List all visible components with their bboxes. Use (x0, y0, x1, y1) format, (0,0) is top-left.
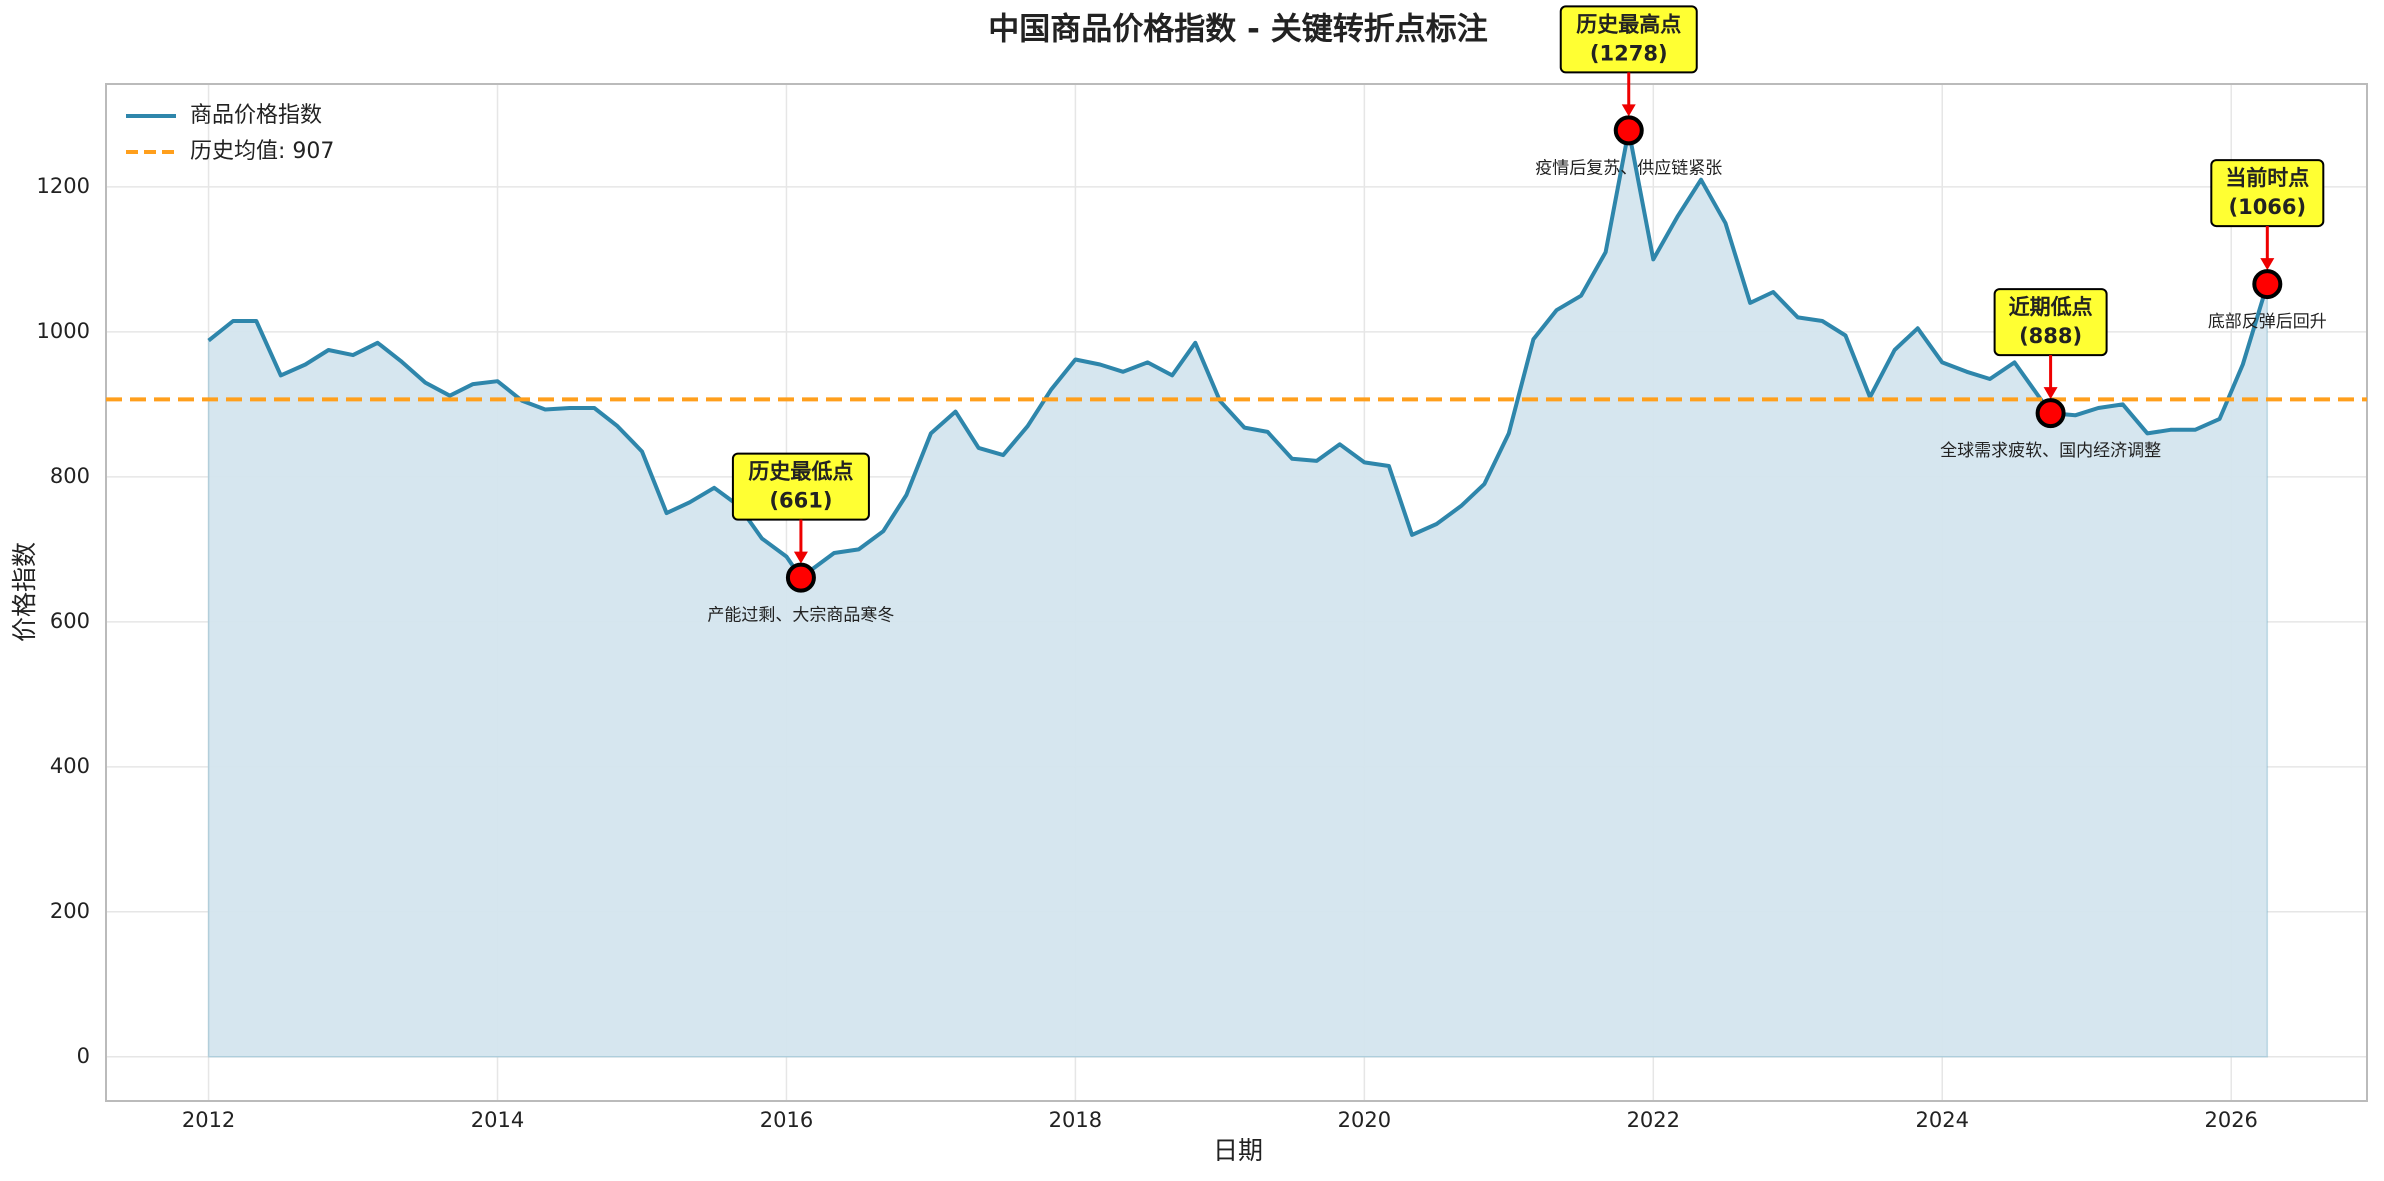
arrow-head (2043, 387, 2058, 400)
arrow-head (793, 551, 808, 564)
x-tick-label: 2016 (760, 1108, 813, 1132)
x-tick-label: 2014 (471, 1108, 524, 1132)
annotation-label: 近期低点 (2009, 295, 2093, 319)
annotation-marker (785, 562, 816, 593)
annotation-note: 疫情后复苏、供应链紧张 (1535, 158, 1722, 178)
x-tick-label: 2018 (1049, 1108, 1102, 1132)
y-axis-label: 价格指数 (10, 542, 39, 642)
annotation-note: 产能过剩、大宗商品寒冬 (707, 606, 894, 626)
y-tick-label: 0 (77, 1044, 90, 1068)
x-tick-label: 2020 (1338, 1108, 1391, 1132)
x-tick-label: 2026 (2204, 1108, 2257, 1132)
arrow-head (2260, 258, 2275, 271)
annotation-label: 当前时点 (2225, 166, 2309, 190)
plot-frame (105, 83, 2368, 1102)
annotation-value: (661) (769, 489, 832, 513)
annotation-marker (1613, 115, 1644, 146)
annotation-note: 全球需求疲软、国内经济调整 (1940, 441, 2161, 461)
y-tick-label: 1200 (37, 174, 90, 198)
line (207, 128, 2270, 580)
y-tick-label: 400 (50, 754, 90, 778)
y-tick-label: 200 (50, 899, 90, 923)
annotation-value: (1066) (2228, 195, 2306, 219)
chart-title: 中国商品价格指数 - 关键转折点标注 (988, 12, 1487, 48)
annotation-label: 历史最低点 (748, 460, 853, 484)
annotation-note: 底部反弹后回升 (2208, 312, 2327, 332)
y-tick-label: 1000 (37, 319, 90, 343)
annotation-value: (888) (2019, 324, 2082, 348)
annotation-box (731, 452, 870, 521)
annotation-value: (1278) (1590, 41, 1668, 65)
y-tick-label: 800 (50, 464, 90, 488)
x-tick-label: 2022 (1627, 1108, 1680, 1132)
annotation-marker (2252, 269, 2283, 300)
x-tick-label: 2012 (182, 1108, 235, 1132)
annotation-label: 历史最高点 (1576, 12, 1681, 36)
x-axis-label: 日期 (1213, 1136, 1263, 1165)
legend-label: 商品价格指数 (190, 103, 322, 128)
legend-label: 历史均值: 907 (190, 139, 334, 164)
arrow-head (1621, 104, 1636, 117)
annotation-marker (2035, 398, 2066, 429)
area (207, 130, 2269, 1058)
x-tick-label: 2024 (1916, 1108, 1969, 1132)
y-tick-label: 600 (50, 609, 90, 633)
